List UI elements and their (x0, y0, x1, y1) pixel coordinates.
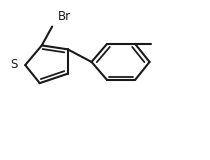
Text: S: S (10, 58, 17, 71)
Text: Br: Br (58, 10, 71, 23)
